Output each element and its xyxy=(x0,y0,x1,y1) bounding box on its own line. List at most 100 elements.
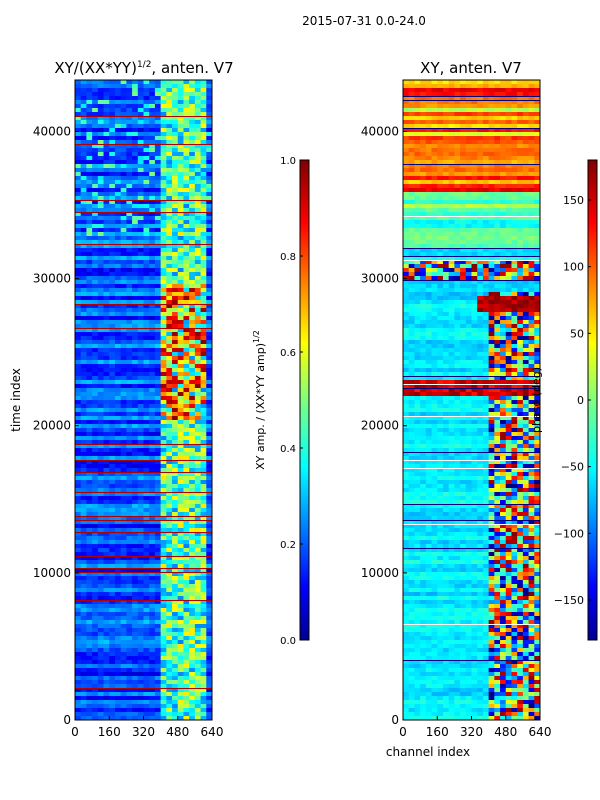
amplitude-heatmap-cell xyxy=(80,108,87,113)
phase-heatmap-cell xyxy=(534,152,541,157)
amplitude-heatmap-cell xyxy=(132,104,139,109)
amplitude-heatmap-cell xyxy=(86,384,93,389)
phase-heatmap-cell xyxy=(482,256,490,261)
phase-heatmap-cell xyxy=(425,232,433,237)
amplitude-heatmap-cell xyxy=(126,636,133,641)
amplitude-heatmap-cell xyxy=(172,108,179,113)
amplitude-heatmap-cell xyxy=(109,596,116,601)
amplitude-heatmap-cell xyxy=(154,308,162,313)
phase-heatmap-cell xyxy=(465,180,472,185)
amplitude-heatmap-cell xyxy=(189,296,196,301)
amplitude-heatmap-cell xyxy=(92,148,99,153)
amplitude-heatmap-cell xyxy=(160,680,167,685)
phase-heatmap-cell xyxy=(471,232,478,237)
phase-heatmap-cell xyxy=(517,92,524,97)
phase-heatmap-cell xyxy=(511,148,518,153)
amplitude-heatmap-cell xyxy=(126,632,133,637)
amplitude-heatmap-cell xyxy=(172,556,179,561)
amplitude-heatmap-cell xyxy=(109,208,116,213)
phase-heatmap-cell xyxy=(488,200,495,205)
amplitude-heatmap-cell xyxy=(132,504,139,509)
phase-heatmap-cell xyxy=(408,228,415,233)
phase-heatmap-cell xyxy=(482,220,490,225)
amplitude-heatmap-cell xyxy=(97,256,105,261)
amplitude-heatmap-cell xyxy=(143,496,150,501)
phase-heatmap-cell xyxy=(511,232,518,237)
amplitude-heatmap-cell xyxy=(103,268,110,273)
amplitude-heatmap-cell xyxy=(120,136,127,141)
amplitude-heatmap-cell xyxy=(114,352,122,357)
amplitude-heatmap-cell xyxy=(206,628,213,633)
amplitude-heatmap-cell xyxy=(149,508,156,513)
amplitude-heatmap-cell xyxy=(97,320,105,325)
amplitude-heatmap-cell xyxy=(114,708,122,713)
amplitude-heatmap-cell xyxy=(92,536,99,541)
amplitude-heatmap-cell xyxy=(75,160,82,165)
phase-heatmap-cell xyxy=(517,184,524,189)
phase-heatmap-cell xyxy=(425,160,433,165)
amplitude-heatmap-cell xyxy=(120,456,127,461)
amplitude-heatmap-cell xyxy=(177,628,184,633)
phase-heatmap-cell xyxy=(477,84,484,89)
amplitude-heatmap-cell xyxy=(132,528,139,533)
amplitude-heatmap-cell xyxy=(154,664,162,669)
amplitude-heatmap-cell xyxy=(172,628,179,633)
phase-heatmap-cell xyxy=(517,148,524,153)
phase-heatmap-cell xyxy=(482,100,490,105)
amplitude-heatmap-cell xyxy=(86,176,93,181)
amplitude-heatmap-cell xyxy=(166,248,173,253)
amplitude-heatmap-cell xyxy=(109,400,116,405)
amplitude-heatmap-cell xyxy=(149,576,156,581)
amplitude-heatmap-cell xyxy=(80,500,87,505)
amplitude-heatmap-cell xyxy=(200,312,207,317)
amplitude-heatmap-cell xyxy=(189,460,196,465)
amplitude-heatmap-cell xyxy=(206,232,213,237)
amplitude-heatmap-cell xyxy=(177,652,184,657)
phase-heatmap-cell xyxy=(528,196,535,201)
amplitude-heatmap-cell xyxy=(103,264,110,269)
amplitude-heatmap-cell xyxy=(189,672,196,677)
amplitude-heatmap-cell xyxy=(143,476,150,481)
amplitude-heatmap-cell xyxy=(194,504,202,509)
phase-heatmap-cell xyxy=(420,104,427,109)
phase-heatmap-cell xyxy=(465,84,472,89)
amplitude-heatmap-cell xyxy=(75,196,82,201)
phase-heatmap-cell xyxy=(431,248,438,253)
amplitude-heatmap-cell xyxy=(97,652,105,657)
amplitude-heatmap-cell xyxy=(189,484,196,489)
phase-heatmap-cell xyxy=(448,184,455,189)
amplitude-heatmap-cell xyxy=(103,316,110,321)
amplitude-heatmap-cell xyxy=(172,84,179,89)
phase-heatmap-cell xyxy=(454,192,461,197)
amplitude-heatmap-cell xyxy=(86,208,93,213)
phase-heatmap-cell xyxy=(408,196,415,201)
amplitude-heatmap-cell xyxy=(80,676,87,681)
amplitude-heatmap-cell xyxy=(160,564,167,569)
phase-heatmap-cell xyxy=(494,208,501,213)
phase-heatmap-cell xyxy=(482,136,490,141)
phase-heatmap-cell xyxy=(500,216,507,221)
amplitude-heatmap-cell xyxy=(109,124,116,129)
amplitude-heatmap-cell xyxy=(97,416,105,421)
phase-heatmap-cell xyxy=(465,232,472,237)
amplitude-heatmap-cell xyxy=(143,600,150,605)
amplitude-heatmap-cell xyxy=(160,524,167,529)
amplitude-heatmap-cell xyxy=(149,232,156,237)
amplitude-flag-line xyxy=(75,688,212,689)
amplitude-heatmap-cell xyxy=(149,332,156,337)
amplitude-heatmap-cell xyxy=(114,184,122,189)
amplitude-heatmap-cell xyxy=(80,468,87,473)
phase-heatmap-cell xyxy=(454,256,461,261)
amplitude-heatmap-cell xyxy=(137,628,144,633)
phase-heatmap-cell xyxy=(448,88,455,93)
amplitude-heatmap-cell xyxy=(143,232,150,237)
amplitude-heatmap-cell xyxy=(154,232,162,237)
amplitude-heatmap-cell xyxy=(183,428,190,433)
amplitude-heatmap-cell xyxy=(114,568,122,573)
amplitude-heatmap-cell xyxy=(109,228,116,233)
amplitude-heatmap-cell xyxy=(86,496,93,501)
amplitude-heatmap-cell xyxy=(143,472,150,477)
amplitude-heatmap-cell xyxy=(132,188,139,193)
amplitude-heatmap-cell xyxy=(143,580,150,585)
